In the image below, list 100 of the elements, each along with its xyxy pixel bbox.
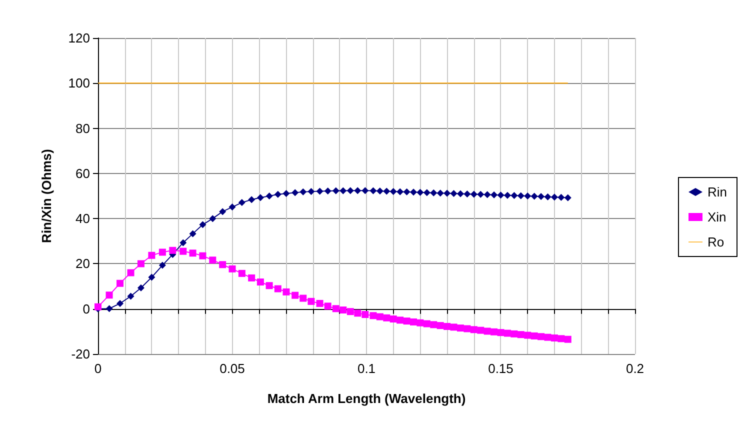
point xyxy=(558,335,565,342)
point xyxy=(362,311,369,318)
point xyxy=(464,325,471,332)
point xyxy=(248,196,256,204)
point xyxy=(116,280,124,287)
point xyxy=(497,329,504,336)
point xyxy=(444,190,451,197)
point xyxy=(564,336,572,343)
y-tick-label: 20 xyxy=(76,256,90,272)
legend-label: Rin xyxy=(707,184,728,200)
point xyxy=(256,194,264,202)
point xyxy=(324,188,332,195)
x-tick-label: 0.05 xyxy=(220,361,245,376)
point xyxy=(324,302,332,310)
point xyxy=(346,308,354,316)
point xyxy=(544,193,552,200)
y-tick-label: -20 xyxy=(71,346,90,362)
point xyxy=(370,312,377,320)
point xyxy=(346,187,354,194)
x-tick-label: 0.15 xyxy=(488,361,514,376)
point xyxy=(308,188,315,195)
point xyxy=(189,250,196,257)
point xyxy=(444,322,451,330)
y-tick-label: 60 xyxy=(76,166,90,181)
point xyxy=(332,187,340,194)
point xyxy=(376,188,384,195)
x-tick-label: 0.1 xyxy=(357,361,376,376)
point xyxy=(376,313,384,320)
point xyxy=(354,187,362,194)
legend-label: Ro xyxy=(707,234,724,250)
point xyxy=(256,278,264,286)
point xyxy=(209,215,216,222)
point xyxy=(266,282,273,290)
point xyxy=(189,230,196,238)
point xyxy=(524,332,532,339)
point xyxy=(266,192,273,200)
point xyxy=(282,288,290,296)
point xyxy=(430,321,438,328)
point xyxy=(423,320,430,328)
point xyxy=(464,190,471,198)
point xyxy=(510,192,518,200)
point xyxy=(390,188,397,195)
point xyxy=(396,188,404,196)
point xyxy=(169,246,176,254)
point xyxy=(423,189,430,196)
point xyxy=(292,189,299,196)
point xyxy=(199,221,206,228)
point xyxy=(477,326,484,334)
point xyxy=(292,292,299,299)
point xyxy=(180,239,187,246)
point xyxy=(300,294,307,302)
point xyxy=(403,188,410,196)
point xyxy=(282,190,290,198)
x-tick-label: 0 xyxy=(94,361,102,376)
point xyxy=(538,192,545,200)
y-axis-title: Rin/Xin (Ohms) xyxy=(39,149,54,243)
point xyxy=(484,328,491,335)
point xyxy=(158,248,166,256)
point xyxy=(199,252,206,260)
y-tick-label: 120 xyxy=(68,30,90,46)
point xyxy=(106,305,113,312)
point xyxy=(362,187,369,194)
point xyxy=(340,187,347,194)
point xyxy=(137,260,144,268)
point xyxy=(564,194,572,202)
point xyxy=(219,261,226,268)
point xyxy=(436,322,444,330)
point xyxy=(396,316,404,324)
point xyxy=(228,265,236,272)
point xyxy=(332,305,340,312)
point xyxy=(383,188,390,195)
point xyxy=(148,274,156,281)
point xyxy=(248,274,256,282)
point xyxy=(116,300,124,307)
point xyxy=(106,292,113,299)
point xyxy=(538,333,545,340)
point xyxy=(137,284,144,292)
point xyxy=(497,192,504,199)
x-axis-title: Match Arm Length (Wavelength) xyxy=(267,391,466,406)
point xyxy=(158,262,166,269)
point xyxy=(456,324,464,332)
point xyxy=(504,330,511,337)
point xyxy=(550,334,558,342)
point xyxy=(456,190,464,198)
point xyxy=(450,190,458,198)
y-tick-label: 40 xyxy=(76,211,90,226)
point xyxy=(390,316,397,323)
point xyxy=(316,300,324,307)
point xyxy=(238,270,246,277)
point xyxy=(410,318,417,326)
point xyxy=(450,324,458,331)
point xyxy=(340,306,347,314)
point xyxy=(300,188,307,196)
point xyxy=(127,292,134,300)
point xyxy=(517,192,524,200)
point xyxy=(544,334,552,341)
point xyxy=(354,310,362,317)
point xyxy=(316,188,324,195)
point xyxy=(219,208,226,216)
point xyxy=(370,187,377,194)
